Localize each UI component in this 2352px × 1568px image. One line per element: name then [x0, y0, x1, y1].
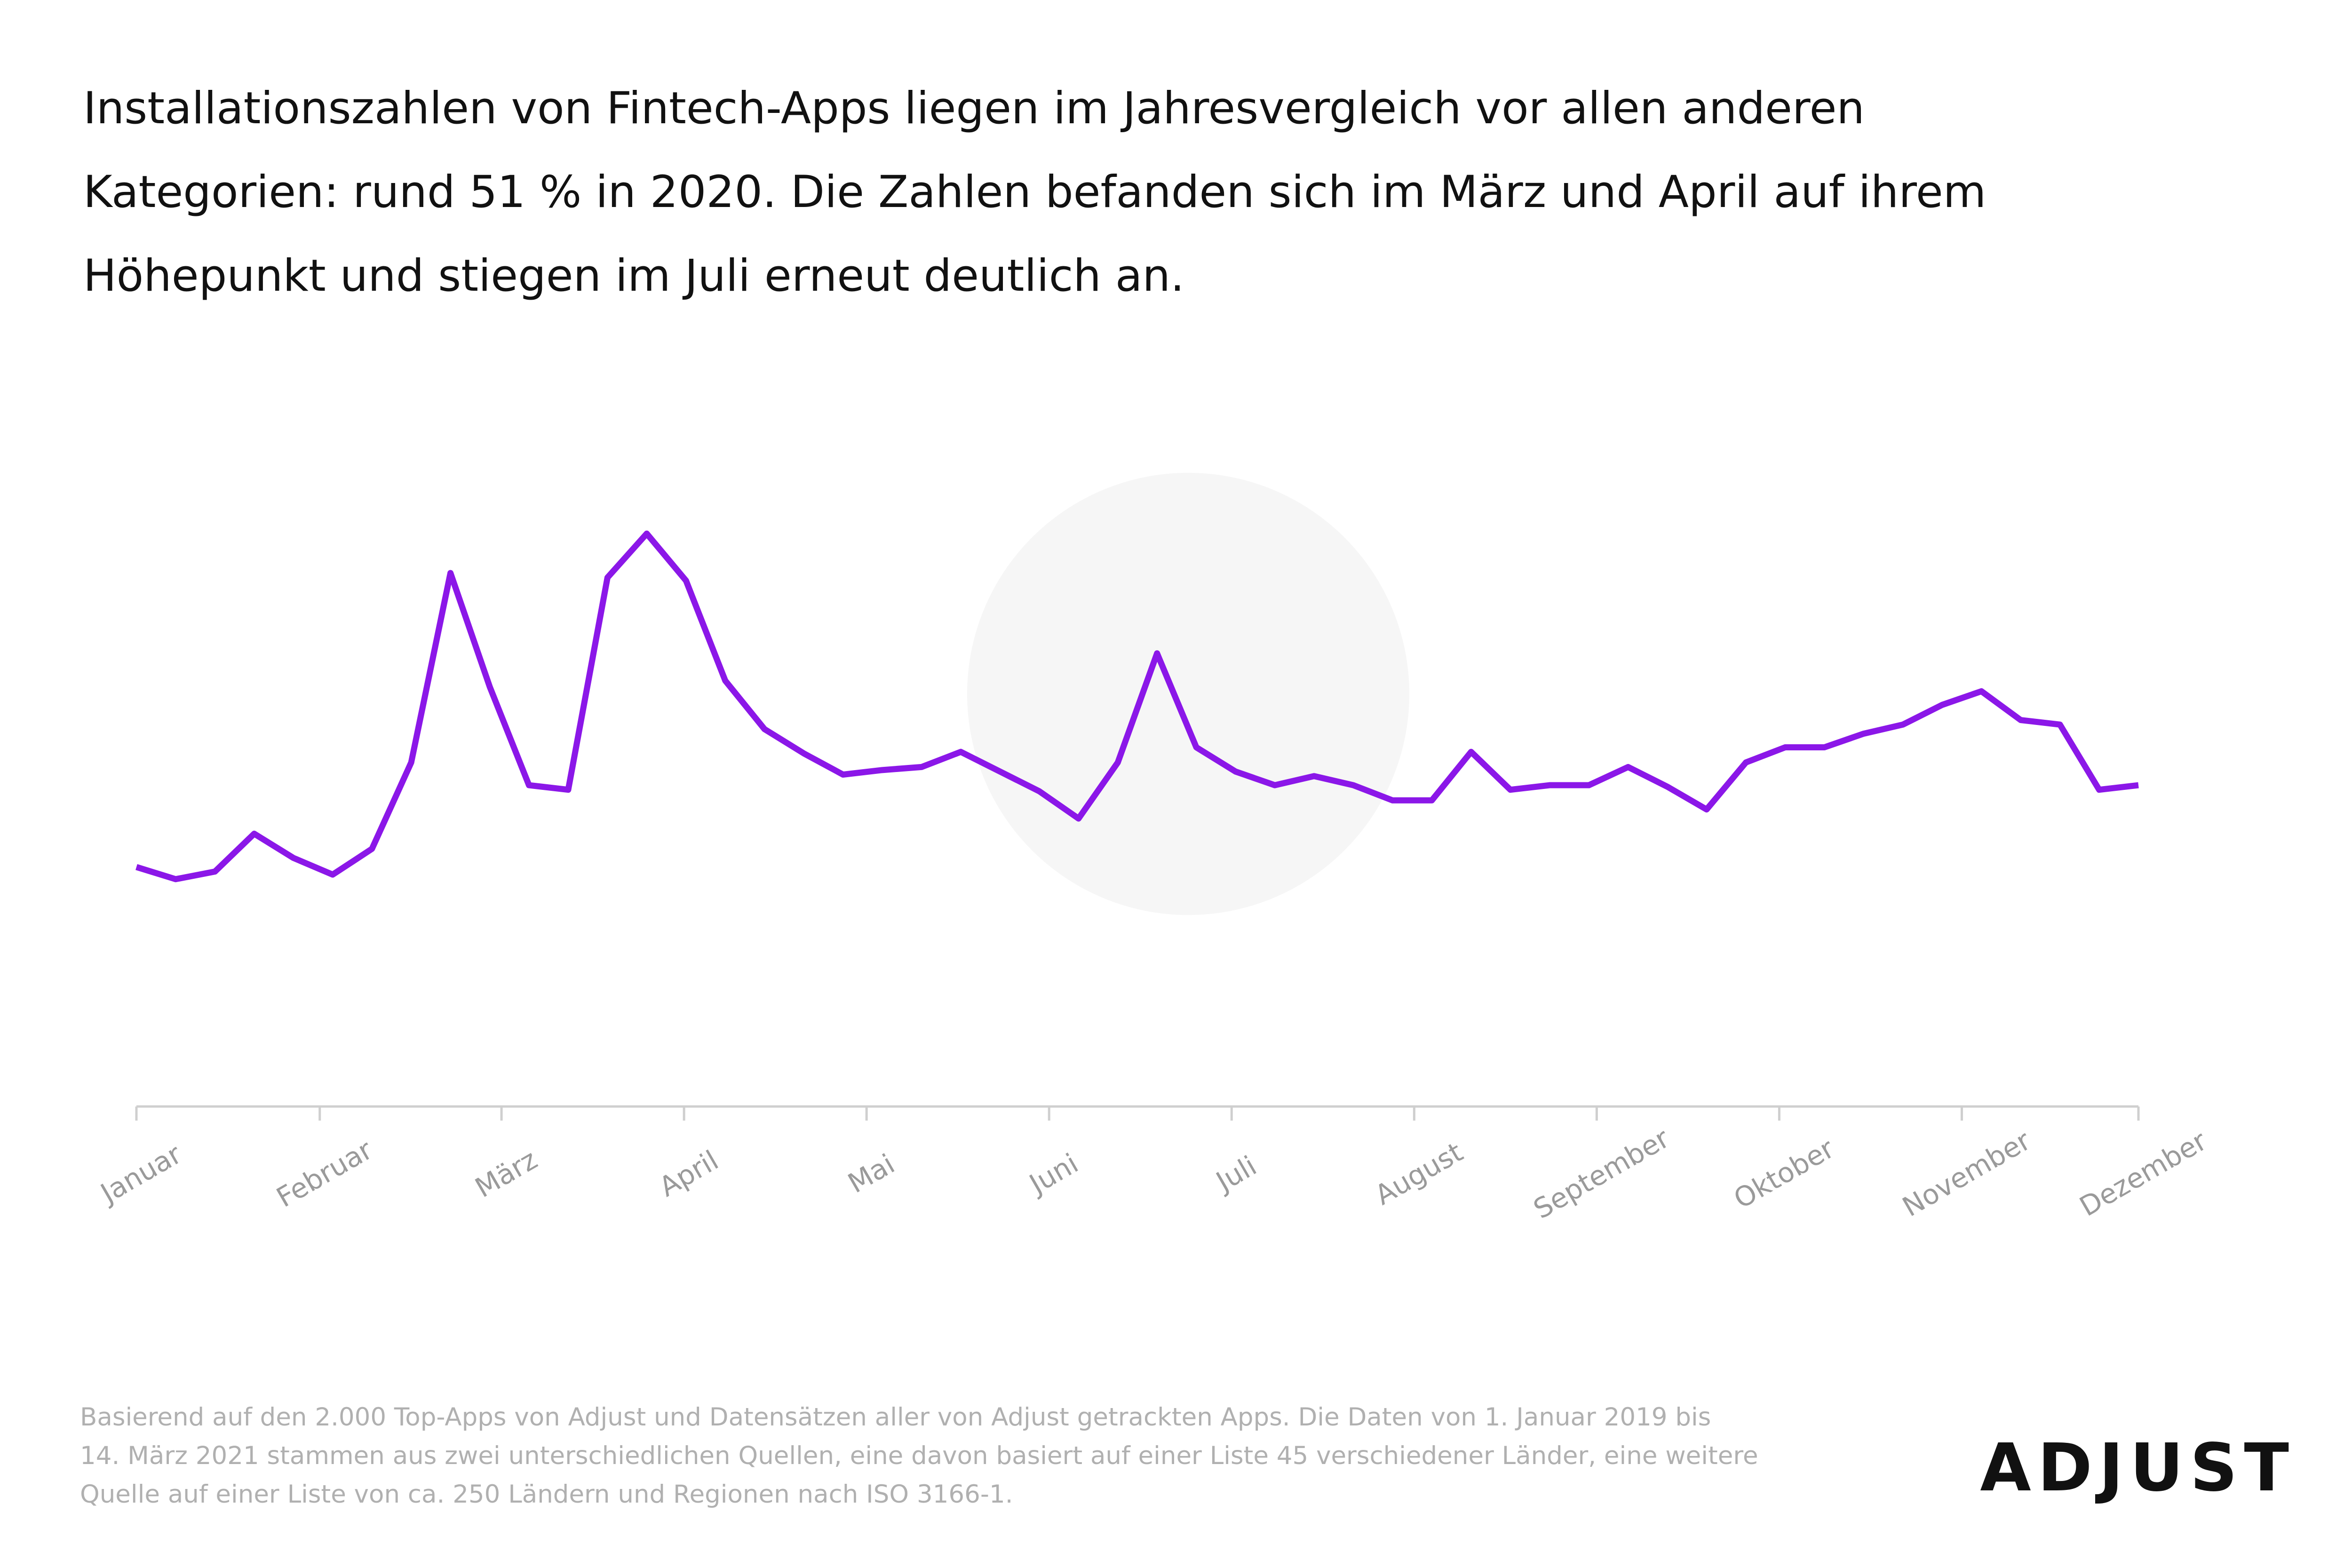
x-tick-label: August: [1369, 1136, 1468, 1211]
x-tick-label: März: [470, 1143, 543, 1204]
x-tick-label: November: [1897, 1124, 2036, 1223]
x-tick-label: September: [1528, 1122, 1675, 1225]
x-tick-label: Dezember: [2074, 1124, 2212, 1223]
logo: ADJUST: [1980, 1430, 2296, 1506]
chart-title-line: Installationszahlen von Fintech-Apps lie…: [83, 83, 1865, 134]
x-tick-label: Juni: [1023, 1147, 1083, 1201]
chart-title-line: Kategorien: rund 51 % in 2020. Die Zahle…: [83, 167, 1986, 218]
x-tick-label: Februar: [271, 1133, 378, 1213]
x-tick-label: Mai: [842, 1148, 900, 1200]
chart-title-line: Höhepunkt und stiegen im Juli erneut deu…: [83, 250, 1184, 302]
watermark: [967, 473, 1409, 915]
x-tick-label: April: [654, 1144, 724, 1203]
x-tick-label: Oktober: [1728, 1132, 1840, 1215]
footnote-line: Basierend auf den 2.000 Top-Apps von Adj…: [80, 1403, 1711, 1432]
x-tick-label: Juli: [1209, 1150, 1262, 1198]
x-tick-label: Januar: [94, 1138, 187, 1210]
footnote-line: 14. März 2021 stammen aus zwei unterschi…: [80, 1441, 1758, 1470]
footnote-line: Quelle auf einer Liste von ca. 250 Lände…: [80, 1480, 1013, 1509]
line-series: [135, 530, 2139, 883]
